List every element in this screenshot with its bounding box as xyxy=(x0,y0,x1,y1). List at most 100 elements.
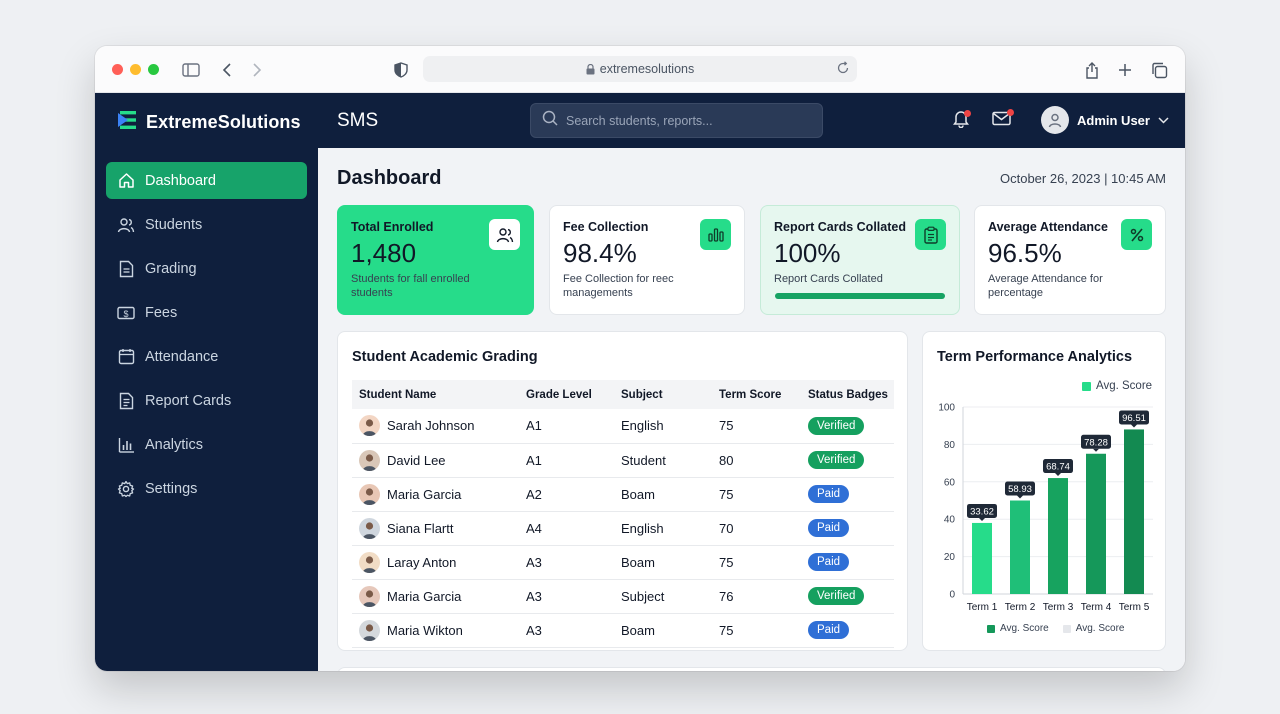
sidebar-item-label: Grading xyxy=(145,260,197,277)
grading-table: Student Name Grade Level Subject Term Sc… xyxy=(352,380,894,648)
sidebar-item-settings[interactable]: Settings xyxy=(106,470,307,507)
status-badge[interactable]: Paid xyxy=(808,485,850,503)
notifications-button[interactable] xyxy=(950,110,972,132)
sidebar-item-dashboard[interactable]: Dashboard xyxy=(106,162,307,199)
y-tick-label: 100 xyxy=(938,403,955,414)
sidebar-item-label: Report Cards xyxy=(145,392,232,409)
kpi-card-report-cards[interactable]: Report Cards Collated 100% Report Cards … xyxy=(760,205,960,315)
close-window-button[interactable] xyxy=(112,64,123,75)
document-icon xyxy=(117,260,135,278)
column-header[interactable]: Grade Level xyxy=(519,380,614,409)
status-badge[interactable]: Verified xyxy=(808,587,865,605)
avatar xyxy=(359,517,380,539)
top-bar: ExtremeSolutions SMS xyxy=(95,93,1185,148)
column-header[interactable]: Status Badges xyxy=(801,380,894,409)
student-name[interactable]: Sarah Johnson xyxy=(387,418,475,434)
sidebar-item-label: Settings xyxy=(145,480,198,497)
tabs-overview-icon[interactable] xyxy=(1148,59,1170,81)
table-row[interactable]: David Lee A1 Student 80 Verified xyxy=(352,443,894,478)
status-cell: Paid xyxy=(801,477,894,512)
messages-button[interactable] xyxy=(990,109,1014,132)
data-label-box xyxy=(1043,459,1073,474)
kpi-title: Average Attendance xyxy=(988,220,1108,234)
grade-level-cell: A4 xyxy=(519,511,614,546)
kpi-subtitle: Average Attendance for percentage xyxy=(988,273,1103,299)
bar-term-5 xyxy=(1124,429,1144,594)
student-name-cell: David Lee xyxy=(352,443,519,478)
share-icon[interactable] xyxy=(1081,59,1103,81)
data-label: 78.28 xyxy=(1084,437,1108,448)
term-score-cell: 75 xyxy=(712,545,801,580)
search-input[interactable] xyxy=(566,113,806,128)
subject-cell: English xyxy=(614,409,712,444)
status-cell: Paid xyxy=(801,545,894,580)
kpi-card-fee-collection[interactable]: Fee Collection 98.4% Fee Collection for … xyxy=(549,205,745,315)
status-badge[interactable]: Verified xyxy=(808,451,865,469)
notification-dot xyxy=(964,110,971,117)
back-arrow-icon[interactable] xyxy=(216,59,238,81)
browser-toolbar: extremesolutions xyxy=(95,46,1185,93)
legend-label: Avg. Score xyxy=(1000,623,1049,634)
column-header[interactable]: Student Name xyxy=(352,380,519,409)
new-tab-icon[interactable] xyxy=(1114,59,1136,81)
brand-logo[interactable]: ExtremeSolutions xyxy=(117,109,301,136)
report-icon xyxy=(117,392,135,410)
app-root: ExtremeSolutions SMS xyxy=(95,93,1185,671)
table-row[interactable]: Siana Flartt A4 English 70 Paid xyxy=(352,511,894,546)
status-badge[interactable]: Paid xyxy=(808,553,850,571)
status-badge[interactable]: Verified xyxy=(808,416,865,435)
table-row[interactable]: Maria Garcia A3 Subject 76 Verified xyxy=(352,579,894,614)
kpi-card-attendance[interactable]: Average Attendance 96.5% Average Attenda… xyxy=(974,205,1166,315)
status-badge[interactable]: Paid xyxy=(808,621,850,639)
avatar xyxy=(359,483,380,505)
sidebar-item-grading[interactable]: Grading xyxy=(106,250,307,287)
kpi-subtitle: Report Cards Collated xyxy=(774,273,883,285)
sidebar-item-report-cards[interactable]: Report Cards xyxy=(106,382,307,419)
student-name[interactable]: David Lee xyxy=(387,452,446,468)
sidebar: Dashboard Students Grading $ Fees Attend… xyxy=(95,148,318,671)
url-text: extremesolutions xyxy=(599,62,695,76)
column-header[interactable]: Term Score xyxy=(712,380,801,409)
kpi-title: Total Enrolled xyxy=(351,220,434,234)
table-row[interactable]: Maria Wikton A3 Boam 75 Paid xyxy=(352,613,894,648)
avatar xyxy=(359,415,380,437)
kpi-card-enrolled[interactable]: Total Enrolled 1,480 Students for fall e… xyxy=(337,205,534,315)
logo-icon xyxy=(117,109,139,136)
data-label-pointer xyxy=(1017,495,1023,499)
table-row[interactable]: Sarah Johnson A1 English 75 Verified xyxy=(352,409,894,444)
bar-chart-icon xyxy=(700,219,731,250)
student-name[interactable]: Maria Garcia xyxy=(387,486,462,502)
student-name[interactable]: Maria Garcia xyxy=(387,588,462,604)
student-name[interactable]: Laray Anton xyxy=(387,554,457,570)
x-tick-label: Term 3 xyxy=(1043,602,1074,613)
sidebar-item-attendance[interactable]: Attendance xyxy=(106,338,307,375)
home-icon xyxy=(117,172,135,190)
status-cell: Verified xyxy=(801,579,894,614)
avatar xyxy=(359,449,380,471)
sidebar-item-students[interactable]: Students xyxy=(106,206,307,243)
legend-swatch xyxy=(987,624,995,633)
data-label-box xyxy=(967,503,997,518)
sidebar-toggle-icon[interactable] xyxy=(180,59,202,81)
x-tick-label: Term 4 xyxy=(1081,602,1112,613)
zoom-window-button[interactable] xyxy=(148,64,159,75)
minimize-window-button[interactable] xyxy=(130,64,141,75)
column-header[interactable]: Subject xyxy=(614,380,712,409)
search-box[interactable] xyxy=(530,103,823,138)
percent-icon xyxy=(1121,219,1152,250)
mail-icon xyxy=(991,111,1011,131)
table-row[interactable]: Laray Anton A3 Boam 75 Paid xyxy=(352,545,894,580)
forward-arrow-icon[interactable] xyxy=(246,59,268,81)
shield-icon[interactable] xyxy=(390,59,412,81)
sidebar-item-analytics[interactable]: Analytics xyxy=(106,426,307,463)
student-name[interactable]: Siana Flartt xyxy=(387,520,454,536)
sidebar-item-label: Analytics xyxy=(145,436,204,453)
student-name[interactable]: Maria Wikton xyxy=(387,622,463,638)
reload-icon[interactable] xyxy=(836,61,850,75)
status-badge[interactable]: Paid xyxy=(808,519,850,537)
address-bar[interactable]: extremesolutions xyxy=(423,56,857,82)
user-name: Admin User xyxy=(1077,112,1150,128)
sidebar-item-fees[interactable]: $ Fees xyxy=(106,294,307,331)
table-row[interactable]: Maria Garcia A2 Boam 75 Paid xyxy=(352,477,894,512)
user-menu[interactable]: Admin User xyxy=(1041,106,1169,134)
